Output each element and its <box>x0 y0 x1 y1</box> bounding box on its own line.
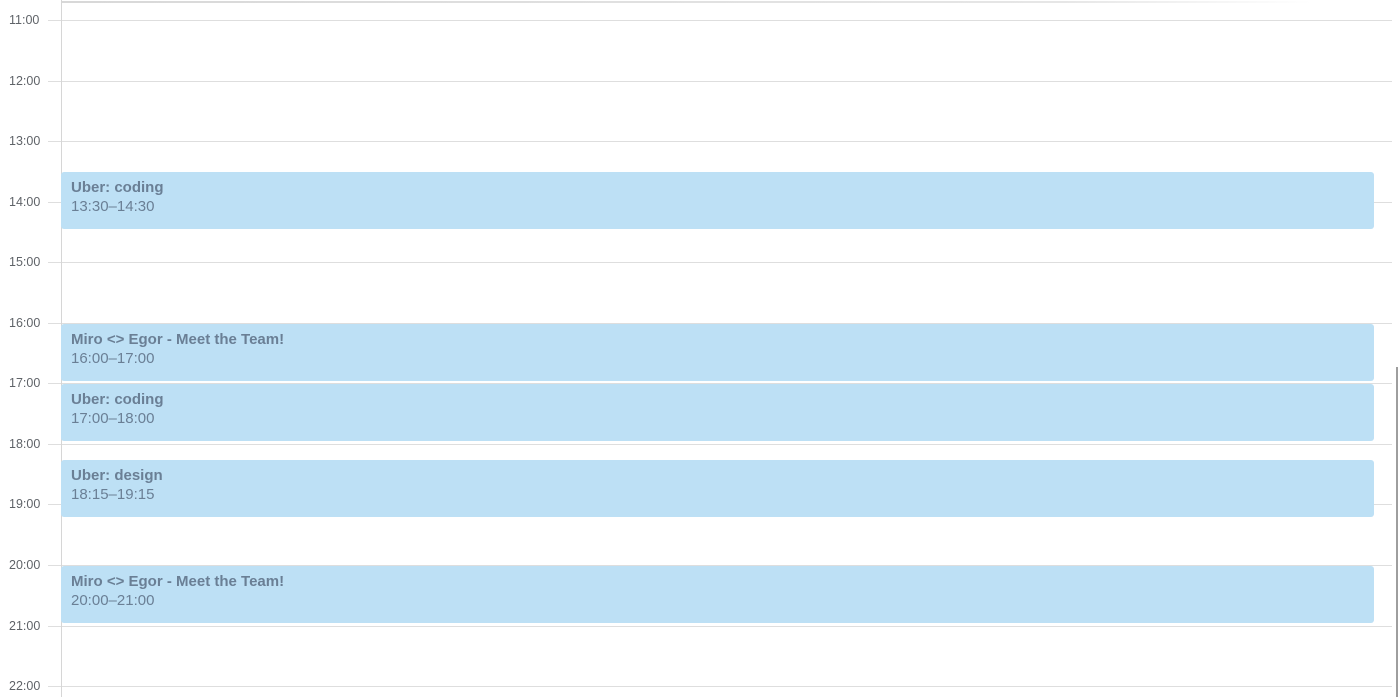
event-time: 16:00–17:00 <box>71 349 155 367</box>
hour-row: 18:00 <box>0 437 1392 451</box>
event-title: Miro <> Egor - Meet the Team! <box>71 572 285 590</box>
hour-row: 12:00 <box>0 74 1392 88</box>
event-title: Uber: coding <box>71 179 164 197</box>
event-time: 13:30–14:30 <box>71 198 155 216</box>
hour-label: 17:00 <box>9 376 41 391</box>
hour-label: 12:00 <box>9 73 41 88</box>
calendar-event[interactable]: Uber: coding 17:00–18:00 <box>61 384 1374 442</box>
hour-label: 18:00 <box>9 436 41 451</box>
calendar-event[interactable]: Miro <> Egor - Meet the Team! 16:00–17:00 <box>61 323 1374 381</box>
hour-row: 11:00 <box>0 13 1392 27</box>
hour-gridline <box>48 564 1392 566</box>
hour-label: 14:00 <box>9 194 41 209</box>
hour-label: 16:00 <box>9 315 41 330</box>
hour-label: 22:00 <box>9 679 41 694</box>
hour-row: 17:00 <box>0 376 1392 390</box>
hour-gridline <box>48 625 1392 627</box>
hour-row: 13:00 <box>0 134 1392 148</box>
hour-gridline <box>48 262 1392 264</box>
hour-gridline <box>48 141 1392 143</box>
hour-label: 19:00 <box>9 497 41 512</box>
hour-gridline <box>48 383 1392 385</box>
event-title: Uber: coding <box>71 391 164 409</box>
event-time: 17:00–18:00 <box>71 410 155 428</box>
hour-gridline <box>48 686 1392 688</box>
hour-label: 21:00 <box>9 618 41 633</box>
calendar-event[interactable]: Miro <> Egor - Meet the Team! 20:00–21:00 <box>61 565 1374 623</box>
calendar-event[interactable]: Uber: design 18:15–19:15 <box>61 459 1374 517</box>
hour-label: 20:00 <box>9 557 41 572</box>
hour-gridline <box>48 322 1392 324</box>
event-time: 20:00–21:00 <box>71 591 155 609</box>
hour-label: 11:00 <box>9 13 40 27</box>
calendar-event[interactable]: Uber: coding 13:30–14:30 <box>61 172 1374 230</box>
hour-label: 15:00 <box>9 255 41 270</box>
hour-label: 13:00 <box>9 134 41 149</box>
hour-gridline <box>48 80 1392 82</box>
scrollbar[interactable] <box>1396 367 1398 697</box>
hour-row: 16:00 <box>0 316 1392 330</box>
header-shadow <box>62 1 1312 3</box>
hour-row: 20:00 <box>0 558 1392 572</box>
hour-gridline <box>48 20 1392 21</box>
event-title: Uber: design <box>71 466 163 484</box>
hour-row: 21:00 <box>0 619 1392 633</box>
hour-row: 22:00 <box>0 679 1392 693</box>
event-title: Miro <> Egor - Meet the Team! <box>71 330 285 348</box>
hour-gridline <box>48 443 1392 445</box>
hour-row: 15:00 <box>0 255 1392 269</box>
event-time: 18:15–19:15 <box>71 485 155 503</box>
